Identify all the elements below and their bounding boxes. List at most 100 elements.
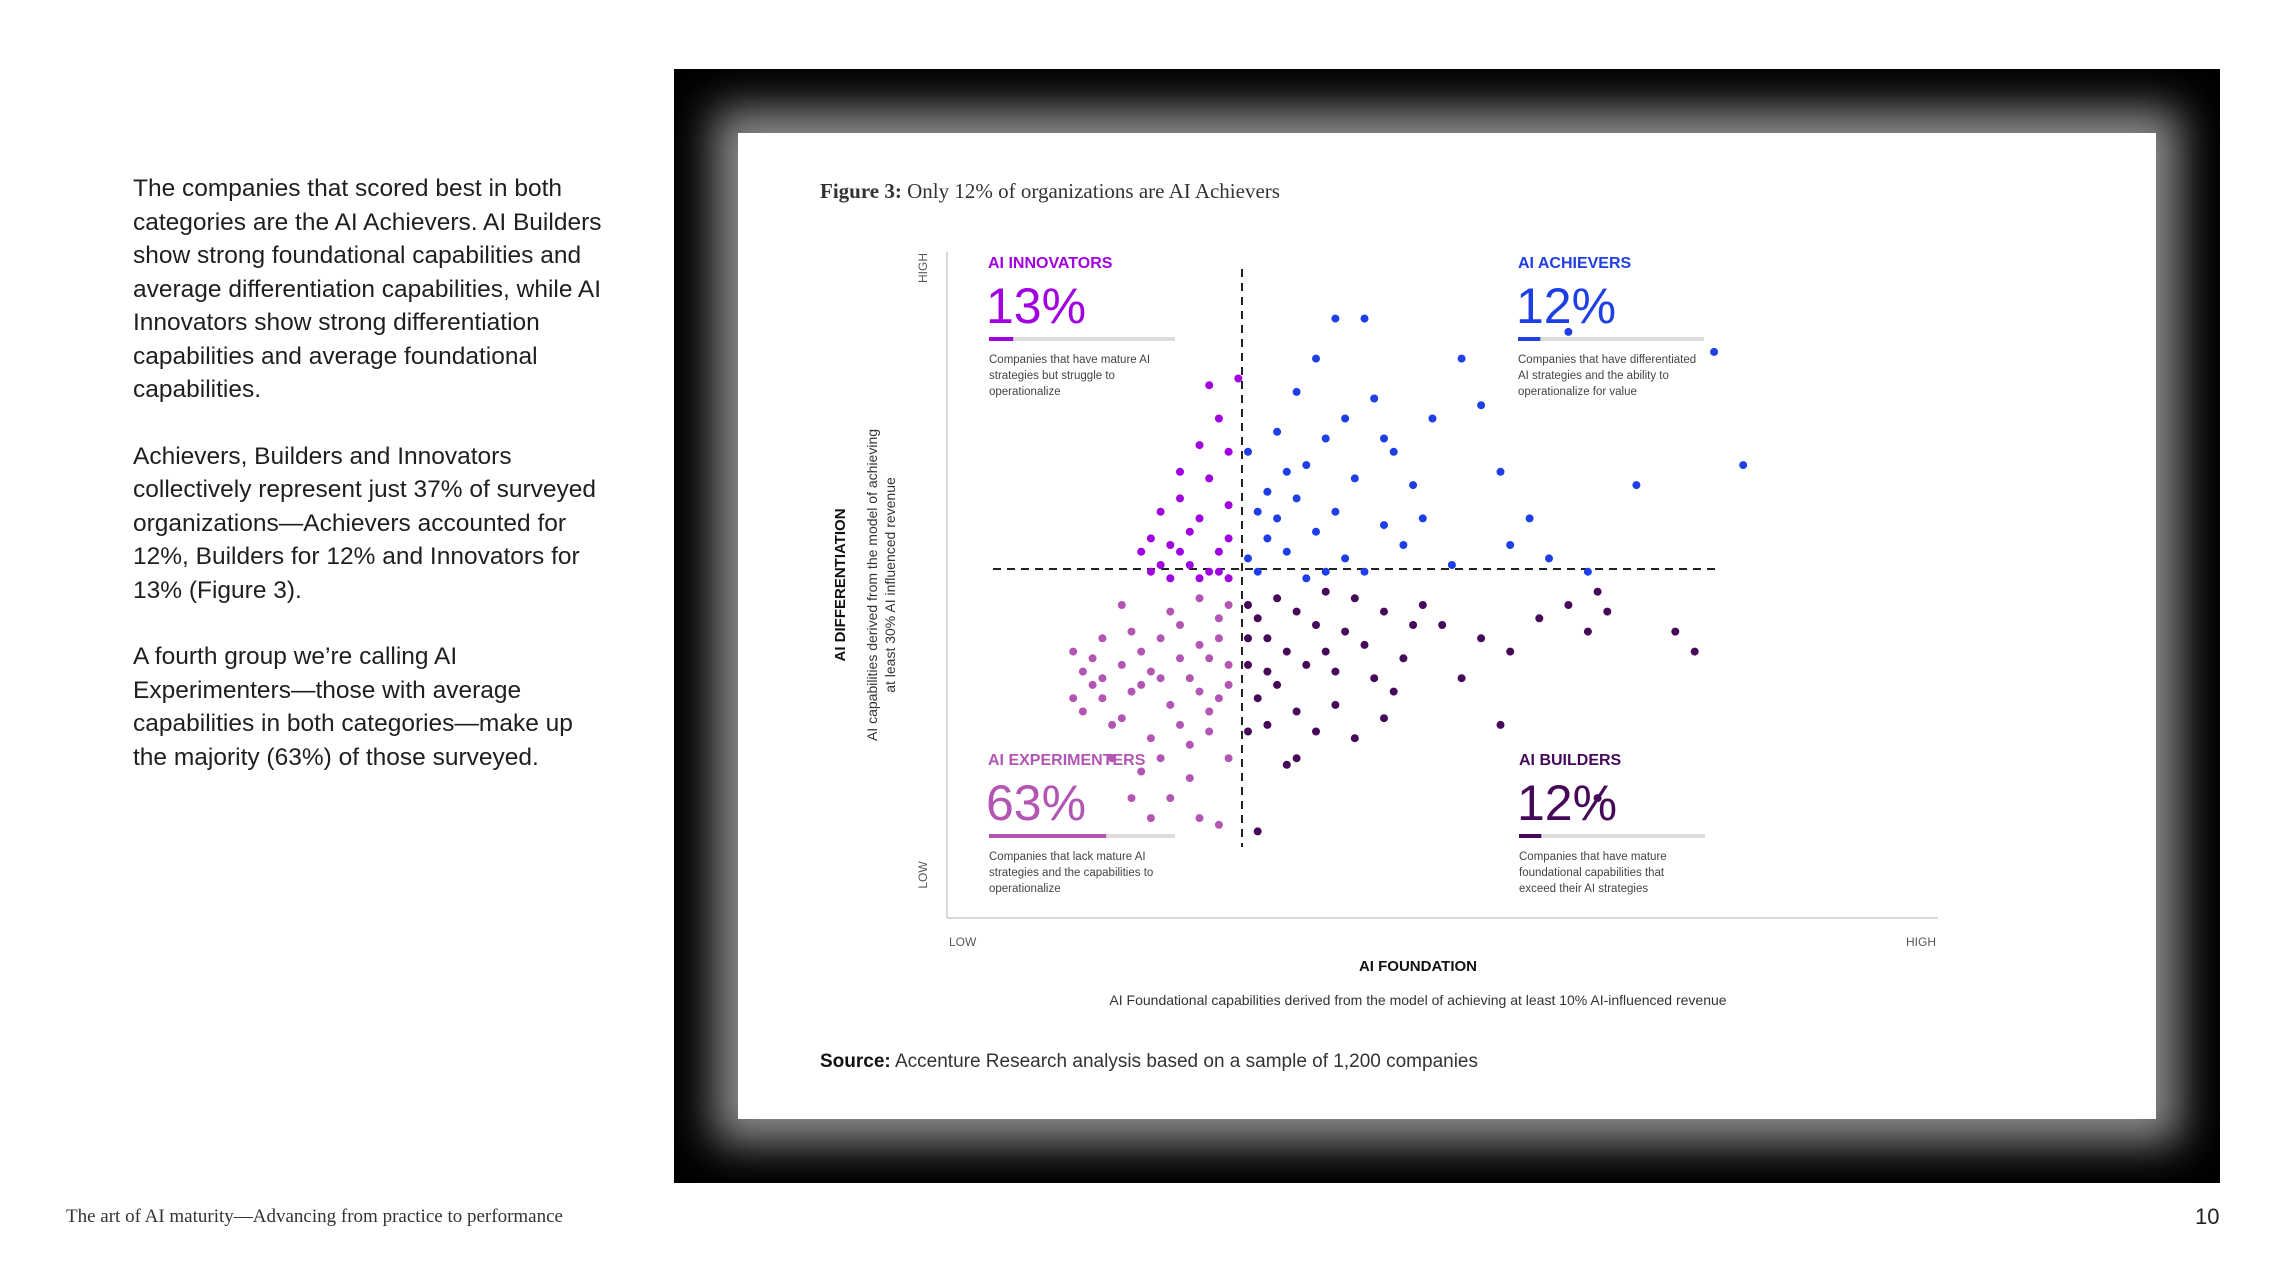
- data-point: [1098, 694, 1107, 703]
- data-point: [1166, 700, 1175, 709]
- data-point: [1389, 447, 1398, 456]
- x-axis-subtitle: AI Foundational capabilities derived fro…: [1109, 992, 1726, 1008]
- data-point: [1496, 720, 1505, 729]
- data-point: [1156, 634, 1165, 643]
- quadrant-desc-line: Companies that have mature AI: [989, 354, 1150, 366]
- data-point: [1069, 694, 1078, 703]
- data-point: [1078, 667, 1087, 676]
- data-point: [1244, 634, 1252, 643]
- data-point: [1312, 727, 1320, 736]
- data-point: [1176, 467, 1184, 476]
- data-point: [1739, 461, 1748, 470]
- data-point: [1224, 574, 1233, 583]
- data-point: [1282, 467, 1291, 476]
- data-point: [1312, 527, 1320, 536]
- data-point: [1360, 567, 1369, 576]
- data-point: [1321, 434, 1330, 443]
- data-point: [1341, 627, 1350, 636]
- quadrant-desc-line: operationalize: [989, 883, 1061, 895]
- data-point: [1350, 594, 1359, 603]
- data-point: [1418, 514, 1427, 523]
- source-line: Source: Accenture Research analysis base…: [820, 1051, 1478, 1073]
- data-point: [1214, 634, 1223, 643]
- data-point: [1224, 447, 1233, 456]
- data-point: [1593, 794, 1602, 803]
- data-point: [1205, 474, 1214, 483]
- data-point: [1671, 627, 1680, 636]
- data-point: [1292, 387, 1301, 396]
- series-ai-experimenters: [1069, 594, 1233, 829]
- data-point: [1224, 601, 1233, 609]
- data-point: [1214, 547, 1223, 556]
- data-point: [1583, 627, 1592, 636]
- data-point: [1545, 554, 1553, 563]
- data-point: [1273, 514, 1282, 523]
- data-point: [1117, 601, 1126, 609]
- data-point: [1156, 754, 1165, 763]
- data-point: [1350, 734, 1359, 743]
- data-point: [1166, 794, 1175, 803]
- data-point: [1389, 687, 1398, 696]
- x-axis-title: AI FOUNDATION: [1359, 958, 1477, 975]
- data-point: [1603, 607, 1612, 616]
- data-point: [1263, 487, 1272, 496]
- data-point: [1312, 621, 1320, 629]
- data-point: [1331, 667, 1340, 676]
- data-point: [1321, 567, 1330, 576]
- data-point: [1447, 561, 1456, 569]
- quadrant-experimenters: AI EXPERIMENTERS 63% Companies that lack…: [986, 752, 1175, 895]
- data-point: [1205, 727, 1214, 736]
- data-point: [1176, 547, 1184, 556]
- data-point: [1253, 614, 1262, 623]
- data-point: [1195, 574, 1204, 583]
- figure-title-text: Only 12% of organizations are AI Achieve…: [907, 179, 1280, 203]
- series-ai-innovators: [1137, 374, 1243, 583]
- quadrant-desc-line: exceed their AI strategies: [1519, 883, 1648, 895]
- data-point: [1166, 574, 1175, 583]
- data-point: [1380, 521, 1388, 530]
- data-point: [1146, 734, 1155, 743]
- data-point: [1506, 541, 1515, 549]
- data-point: [1117, 714, 1126, 723]
- data-point: [1380, 434, 1388, 443]
- data-point: [1166, 607, 1175, 616]
- data-point: [1302, 574, 1311, 583]
- data-point: [1214, 414, 1223, 423]
- data-point: [1137, 547, 1146, 556]
- data-point: [1146, 567, 1155, 576]
- quadrant-name: AI BUILDERS: [1519, 752, 1622, 769]
- data-point: [1253, 694, 1262, 703]
- data-point: [1535, 614, 1544, 623]
- data-point: [1137, 680, 1146, 689]
- data-point: [1098, 634, 1107, 643]
- data-point: [1263, 634, 1272, 643]
- data-point: [1146, 534, 1155, 543]
- quadrant-percent: 12%: [1516, 278, 1616, 334]
- data-point: [1127, 794, 1136, 803]
- quadrant-desc-line: Companies that have mature: [1519, 851, 1667, 863]
- data-point: [1185, 561, 1194, 569]
- data-point: [1176, 494, 1184, 503]
- data-point: [1088, 654, 1097, 663]
- data-point: [1214, 694, 1223, 703]
- quadrant-desc-line: operationalize: [989, 386, 1061, 398]
- source-text: Accenture Research analysis based on a s…: [894, 1051, 1478, 1072]
- data-point: [1360, 314, 1369, 323]
- data-point: [1195, 441, 1204, 450]
- data-point: [1195, 640, 1204, 649]
- series-ai-achievers: [1244, 314, 1748, 583]
- data-point: [1253, 567, 1262, 576]
- y-tick-low: LOW: [916, 861, 930, 889]
- data-point: [1176, 621, 1184, 629]
- data-point: [1273, 594, 1282, 603]
- figure-frame: Figure 3: Only 12% of organizations are …: [674, 69, 2220, 1183]
- data-point: [1214, 567, 1223, 576]
- series-ai-builders: [1244, 587, 1699, 836]
- quadrant-name: AI INNOVATORS: [988, 255, 1113, 272]
- data-point: [1273, 680, 1282, 689]
- data-point: [1477, 401, 1486, 410]
- paragraph-3: A fourth group we’re calling AI Experime…: [133, 643, 573, 771]
- data-point: [1127, 627, 1136, 636]
- data-point: [1195, 514, 1204, 523]
- data-point: [1632, 481, 1641, 490]
